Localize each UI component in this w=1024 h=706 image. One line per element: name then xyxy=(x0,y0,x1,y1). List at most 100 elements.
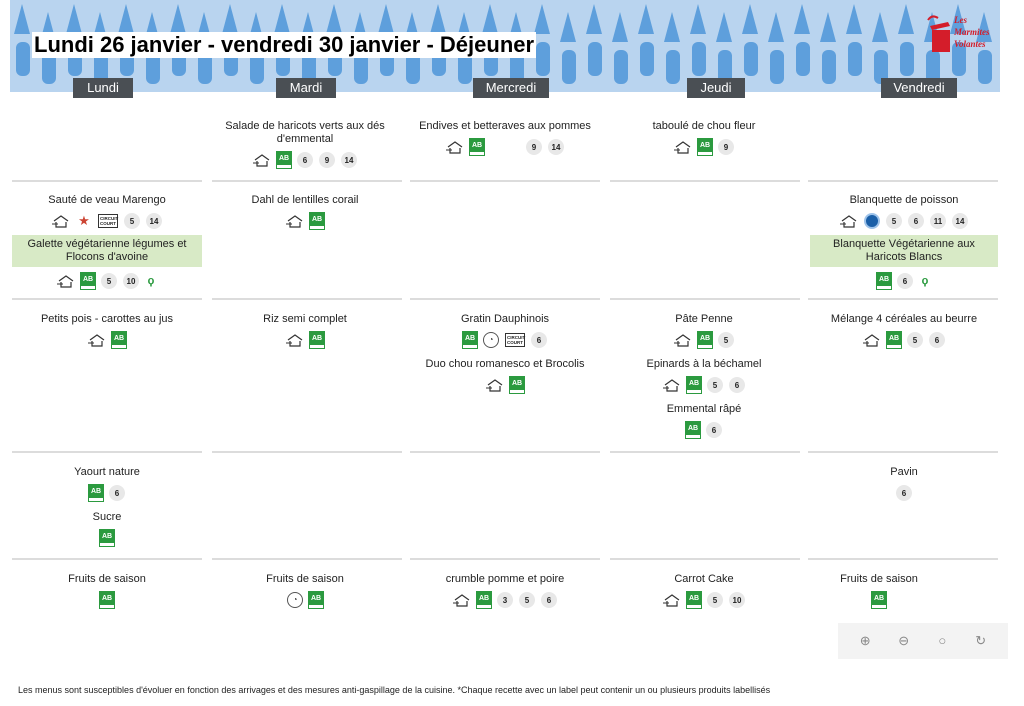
ab-label-icon: AB xyxy=(877,273,891,289)
dish-name: Emmental râpé xyxy=(666,403,742,415)
ab-label-icon: AB xyxy=(510,377,524,393)
label-icons: AB xyxy=(810,592,948,608)
dish-name: Mélange 4 céréales au beurre xyxy=(830,313,978,325)
dish-name: Dahl de lentilles corail xyxy=(251,194,359,206)
footer-note: Les menus sont susceptibles d'évoluer en… xyxy=(18,685,771,695)
day-header-mercredi: Mercredi xyxy=(473,78,549,98)
house-icon xyxy=(663,593,681,607)
label-icons: AB 5 10 xyxy=(615,592,793,608)
house-icon xyxy=(674,140,692,154)
allergen-badge: 5 xyxy=(519,592,535,608)
vegetarian-sprout-icon: ϙ xyxy=(147,275,155,287)
dish-name: Salade de haricots verts aux dés d'emmen… xyxy=(225,120,385,145)
house-icon xyxy=(57,274,75,288)
cell-jeudi-dessert: Carrot Cake AB 5 10 xyxy=(615,573,793,608)
zoom-in-icon[interactable]: ⊕ xyxy=(859,633,871,648)
vegetarian-dish: Blanquette Végétarienne aux Haricots Bla… xyxy=(810,235,998,267)
allergen-badge: 5 xyxy=(707,592,723,608)
cell-vendredi-dessert: Fruits de saison AB xyxy=(810,573,948,608)
house-icon xyxy=(486,378,504,392)
banner-pattern xyxy=(14,4,992,84)
house-icon xyxy=(286,214,304,228)
ab-label-icon: AB xyxy=(81,273,95,289)
row-divider xyxy=(410,558,600,560)
fresh-product-icon: ◔ xyxy=(287,592,303,608)
allergen-badge: 5 xyxy=(101,273,117,289)
ab-label-icon: AB xyxy=(310,213,324,229)
ab-label-icon: AB xyxy=(310,332,324,348)
label-icons: AB 5 10 ϙ xyxy=(12,273,202,289)
dish-name: Fruits de saison xyxy=(68,573,146,585)
row-divider xyxy=(12,298,202,300)
dish-name: Sucre xyxy=(92,511,122,523)
dish-name: Sauté de veau Marengo xyxy=(48,194,166,206)
row-divider xyxy=(410,451,600,453)
label-icons: AB 5 6 xyxy=(810,332,998,348)
dish-name: Pâte Penne xyxy=(675,313,733,325)
label-icons: AB xyxy=(218,213,392,229)
header-banner: Lundi 26 janvier - vendredi 30 janvier -… xyxy=(10,0,1000,92)
house-icon xyxy=(863,333,881,347)
ab-label-icon: AB xyxy=(698,139,712,155)
logo-line: Marmites xyxy=(954,27,990,37)
allergen-badge: 10 xyxy=(123,273,139,289)
label-icons: AB 6 xyxy=(615,422,793,438)
dish-name: taboulé de chou fleur xyxy=(652,120,756,132)
msc-label-icon xyxy=(864,213,880,229)
ab-label-icon: AB xyxy=(687,377,701,393)
cell-lundi-laitage: Yaourt nature AB 6 Sucre AB xyxy=(12,466,202,546)
row-divider xyxy=(610,451,800,453)
ab-label-icon: AB xyxy=(687,592,701,608)
allergen-badge: 11 xyxy=(930,213,946,229)
dish-name: Epinards à la béchamel xyxy=(646,358,762,370)
label-icons: AB 6 ϙ xyxy=(810,273,998,289)
rotate-icon[interactable]: ↻ xyxy=(975,633,987,648)
cooking-pot-icon xyxy=(927,15,950,52)
label-icons: AB 5 xyxy=(615,332,793,348)
dish-name: crumble pomme et poire xyxy=(445,573,565,585)
row-divider xyxy=(808,180,998,182)
label-icons: AB xyxy=(12,592,202,608)
row-divider xyxy=(410,298,600,300)
allergen-badge: 5 xyxy=(124,213,140,229)
row-divider xyxy=(12,558,202,560)
cell-mardi-plat: Dahl de lentilles corail AB xyxy=(218,194,392,229)
dish-name: Fruits de saison xyxy=(266,573,344,585)
zoom-out-icon[interactable]: ⊖ xyxy=(898,633,910,648)
row-divider xyxy=(610,180,800,182)
label-icons: AB 5 6 xyxy=(615,377,793,393)
allergen-badge: 5 xyxy=(886,213,902,229)
search-icon[interactable]: ○ xyxy=(938,633,947,648)
dish-name: Yaourt nature xyxy=(74,466,140,478)
dish-name: Riz semi complet xyxy=(263,313,347,325)
allergen-badge: 9 xyxy=(718,139,734,155)
house-icon xyxy=(52,214,70,228)
label-icons: AB ◔ CIRCUIT COURT 6 xyxy=(415,332,595,348)
allergen-badge: 6 xyxy=(897,273,913,289)
house-icon xyxy=(663,378,681,392)
label-icons: 6 xyxy=(810,485,998,501)
allergen-badge: 9 xyxy=(319,152,335,168)
label-icons: AB xyxy=(218,332,392,348)
allergen-badge: 6 xyxy=(109,485,125,501)
ab-label-icon: AB xyxy=(89,485,103,501)
dish-name: Endives et betteraves aux pommes xyxy=(419,120,591,132)
menu-grid xyxy=(10,92,1000,706)
allergen-badge: 6 xyxy=(541,592,557,608)
row-divider xyxy=(212,298,402,300)
label-icons: ◔ AB xyxy=(218,592,392,608)
cell-vendredi-accomp: Mélange 4 céréales au beurre AB 5 6 xyxy=(810,313,998,348)
logo-line: Volantes xyxy=(954,39,986,49)
ab-label-icon: AB xyxy=(686,422,700,438)
allergen-badge: 6 xyxy=(908,213,924,229)
vegetarian-sprout-icon: ϙ xyxy=(921,275,929,287)
cell-mardi-accomp: Riz semi complet AB xyxy=(218,313,392,348)
dish-name: Blanquette de poisson xyxy=(849,194,959,206)
cell-jeudi-entree: taboulé de chou fleur AB 9 xyxy=(615,120,793,155)
label-icons: AB 3 5 6 xyxy=(415,592,595,608)
allergen-badge: 5 xyxy=(718,332,734,348)
logo-line: Les xyxy=(954,15,967,25)
label-rouge-icon: ★ xyxy=(78,213,90,228)
cell-lundi-plat: Sauté de veau Marengo ★ CIRCUIT COURT 5 … xyxy=(12,194,202,289)
cell-vendredi-plat: Blanquette de poisson 5 6 11 14 Blanquet… xyxy=(810,194,998,289)
